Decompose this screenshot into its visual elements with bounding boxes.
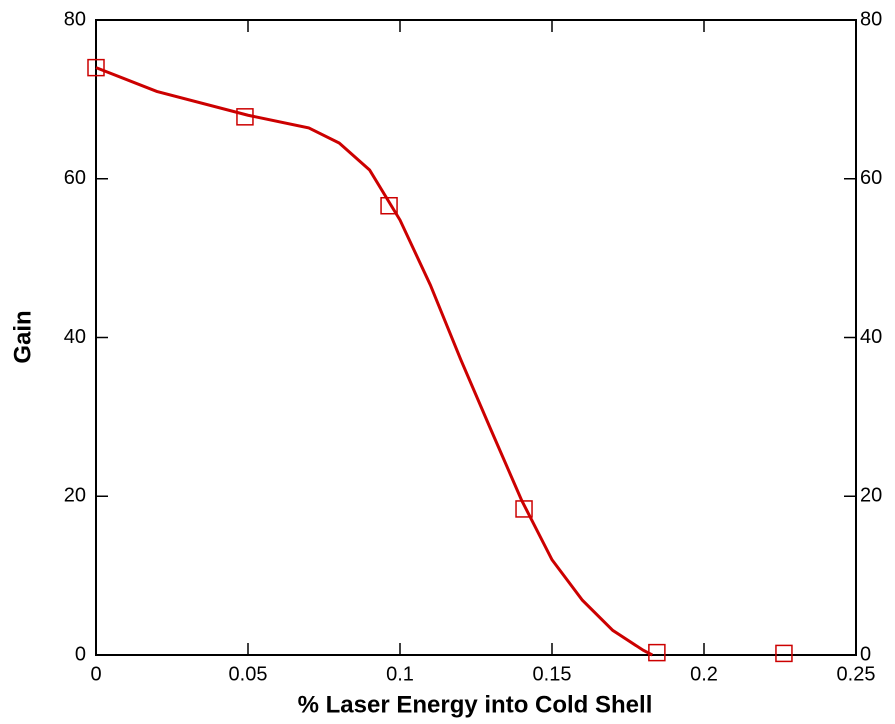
plot-frame [95,19,857,656]
x-tick-label: 0.2 [690,663,718,685]
y-axis-label: Gain [9,310,36,363]
y-tick-label: 60 [64,167,86,189]
y-tick-label: 40 [64,326,86,348]
y-tick-label-right: 20 [860,485,882,507]
x-tick-label: 0.05 [229,663,268,685]
y-tick-label: 20 [64,485,86,507]
x-tick-label: 0 [90,663,101,685]
y-tick-label: 80 [64,8,86,30]
x-tick-label: 0.15 [533,663,572,685]
data-marker [87,58,105,77]
data-marker [515,500,533,518]
y-tick-label-right: 40 [860,326,882,348]
x-tick-label: 0.1 [386,663,414,685]
x-tick-label: 0.25 [837,663,876,685]
y-tick-label-right: 0 [860,643,871,665]
data-line [95,66,654,657]
data-marker [380,196,398,215]
y-tick-label: 0 [75,643,86,665]
data-marker [648,643,666,662]
data-marker [236,108,254,126]
y-tick-label-right: 80 [860,8,882,30]
x-axis-label: % Laser Energy into Cold Shell [298,691,653,718]
y-tick-label-right: 60 [860,167,882,189]
data-marker [775,644,793,663]
